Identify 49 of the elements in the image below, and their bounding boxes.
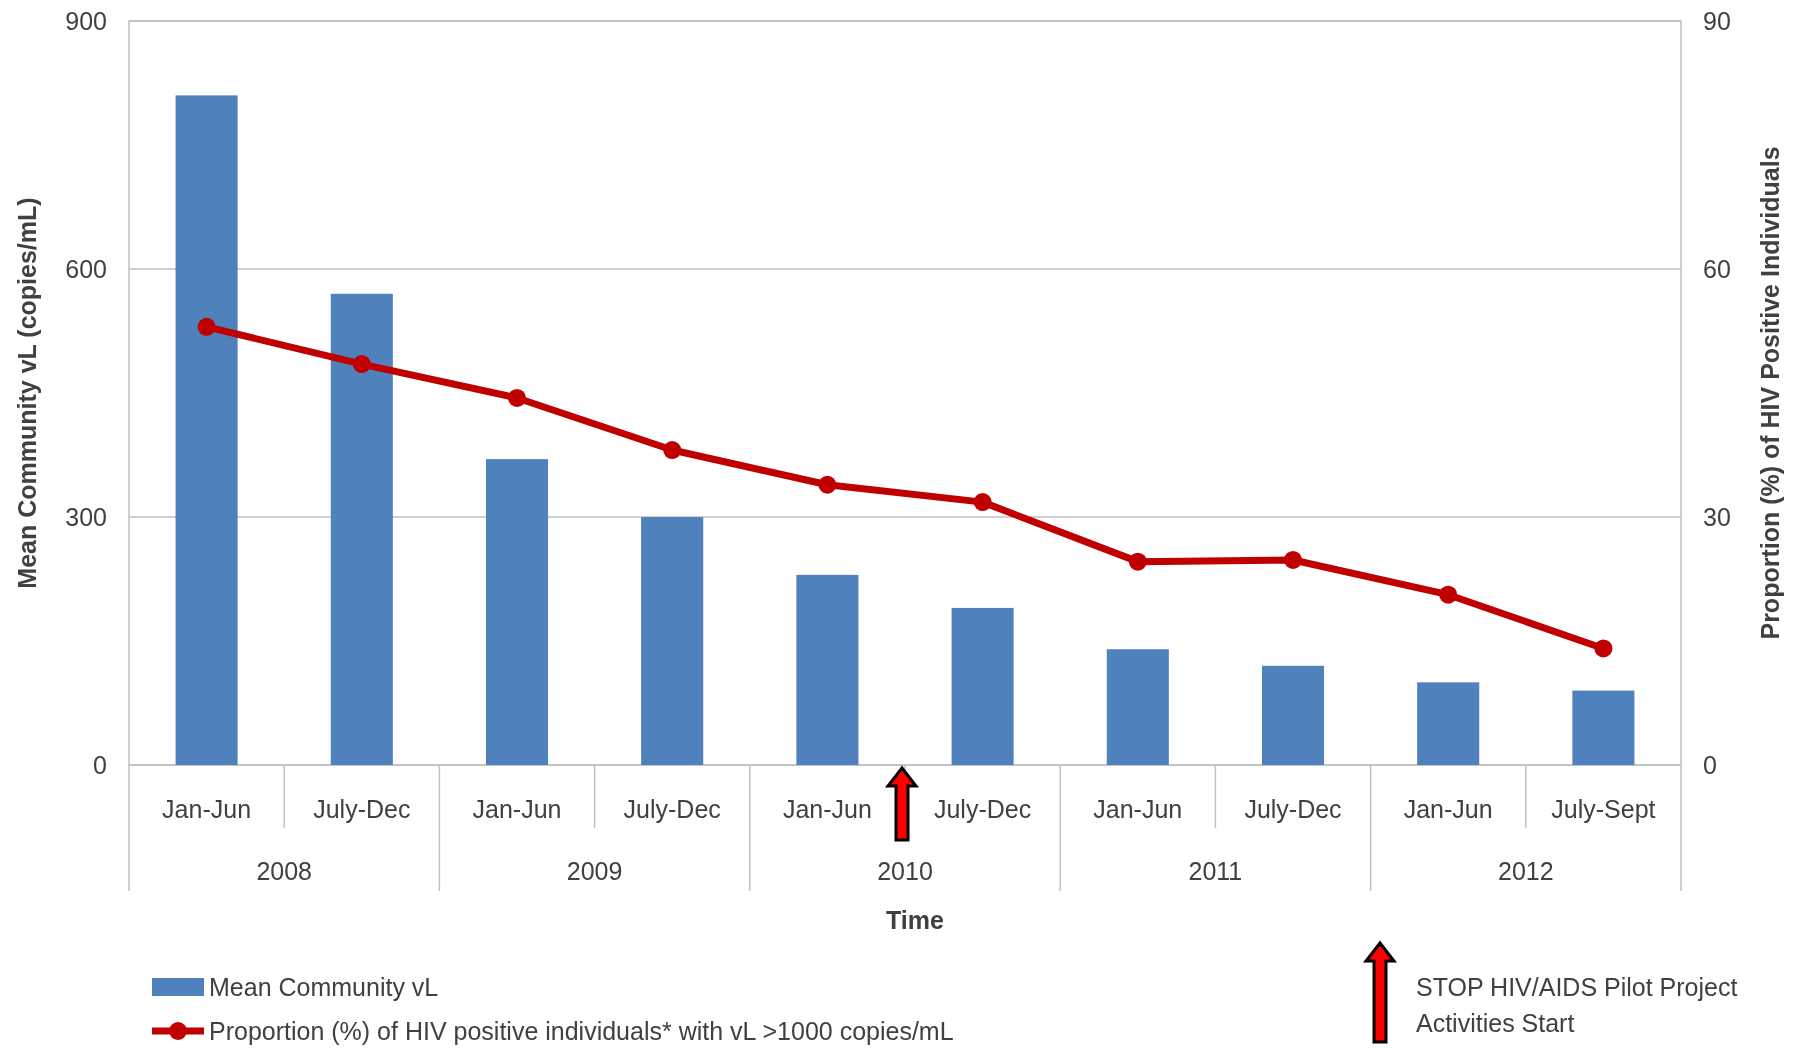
bar [1417, 682, 1480, 765]
text: 2009 [566, 856, 623, 885]
y2-tick-label: 60 [1703, 254, 1731, 283]
y2-tick-label: 30 [1703, 502, 1731, 531]
x-tick-label: Jan-Jun [162, 794, 252, 823]
legend-label: Proportion (%) of HIV positive individuals* with vL >1000 copies/mL [209, 1016, 954, 1045]
x-tick-label: July-Dec [313, 794, 411, 823]
x-tick-label: Jan-Jun [782, 794, 872, 823]
point [508, 388, 526, 407]
text: 2008 [256, 856, 313, 885]
x-tick-label: July-Dec [933, 794, 1032, 823]
point [1439, 585, 1458, 604]
point [1284, 550, 1302, 569]
bar [1106, 649, 1169, 765]
x-tick-label: July-Sept [1551, 794, 1656, 823]
bar [641, 517, 704, 765]
x-axis-title: Time [886, 905, 945, 934]
y-tick-label: 0 [93, 750, 107, 779]
point [663, 441, 682, 460]
y2-tick-label: 0 [1703, 750, 1717, 779]
text: 2011 [1188, 856, 1243, 885]
bar [1261, 665, 1325, 765]
bar [330, 293, 393, 765]
point [818, 475, 837, 494]
bar [796, 574, 859, 765]
y-axis-title: Mean Community vL (copies/mL) [12, 197, 41, 589]
legend-label: Mean Community vL [209, 972, 439, 1001]
y2-axis-title: Proportion (%) of HIV Positive Individuals [1755, 146, 1784, 640]
bar [951, 607, 1014, 765]
y-tick-label: 900 [65, 6, 107, 35]
bar [1572, 690, 1635, 765]
text: 2012 [1497, 856, 1554, 885]
text: STOP HIV/AIDS Pilot Project Activities Start [1416, 972, 1738, 1037]
point [352, 355, 371, 374]
y2-tick-label: 90 [1703, 6, 1731, 35]
bar [485, 459, 549, 765]
x-tick-label: Jan-Jun [1403, 794, 1493, 823]
x-tick-label: July-Dec [1244, 794, 1342, 823]
y-tick-label: 300 [65, 502, 107, 531]
point [1594, 639, 1613, 658]
point [973, 493, 992, 512]
bar [175, 95, 238, 765]
x-tick-label: Jan-Jun [472, 794, 562, 823]
point [197, 317, 216, 336]
y-tick-label: 600 [65, 254, 107, 283]
x-tick-label: July-Dec [623, 794, 721, 823]
point [1128, 552, 1147, 571]
x-tick-label: Jan-Jun [1093, 794, 1183, 823]
text: 2010 [877, 856, 933, 885]
